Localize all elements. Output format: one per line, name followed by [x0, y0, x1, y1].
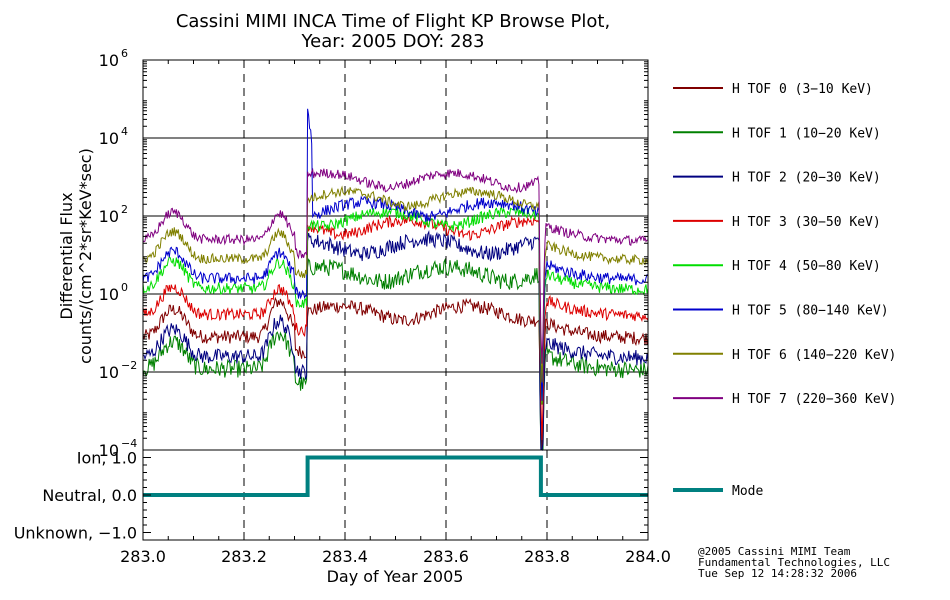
- flux-series-line: [142, 257, 649, 451]
- x-tick-label: 283.0: [120, 547, 166, 566]
- legend: H TOF 0 (3−10 KeV) H TOF 1 (10−20 KeV) H T…: [673, 82, 896, 499]
- flux-series-line: [142, 108, 649, 401]
- x-tick-label: 283.6: [423, 547, 469, 566]
- credit-line-2: Fundamental Technologies, LLC: [698, 556, 890, 569]
- flux-grid: [143, 60, 648, 450]
- flux-y-tick-exponent: 2: [121, 203, 128, 216]
- credit-line-1: @2005 Cassini MIMI Team: [698, 545, 851, 558]
- flux-y-tick-label: 10: [99, 51, 119, 70]
- legend-label: H TOF 0 (3−10 KeV): [732, 82, 873, 97]
- flux-y-tick-exponent: 6: [121, 47, 128, 60]
- mode-panel: Ion, 1.0 Neutral, 0.0 Unknown, −1.0: [14, 449, 649, 543]
- legend-label: H TOF 5 (80−140 KeV): [732, 304, 889, 319]
- legend-label: H TOF 4 (50−80 KeV): [732, 259, 881, 274]
- flux-series-line: [142, 167, 649, 364]
- mode-y-tick-label: Unknown, −1.0: [14, 524, 137, 543]
- flux-series-line: [142, 215, 649, 441]
- x-tick-label: 283.8: [524, 547, 570, 566]
- flux-series-line: [142, 185, 649, 383]
- x-tick-label: 283.4: [322, 547, 368, 566]
- flux-y-tick-exponent: −2: [121, 359, 137, 372]
- legend-label: H TOF 1 (10−20 KeV): [732, 126, 881, 141]
- flux-panel-frame: [142, 59, 649, 451]
- flux-y-tick-label: 10: [99, 129, 119, 148]
- x-axis-label: Day of Year 2005: [327, 567, 464, 586]
- x-tick-label: 284.0: [625, 547, 671, 566]
- x-tick-label: 283.2: [221, 547, 267, 566]
- flux-y-tick-exponent: 0: [121, 281, 128, 294]
- y-axis-label-line1: Differential Flux: [57, 192, 76, 319]
- flux-series-line: [142, 206, 649, 405]
- mode-y-ticks: Ion, 1.0 Neutral, 0.0 Unknown, −1.0: [14, 449, 648, 543]
- legend-label: H TOF 3 (30−50 KeV): [732, 215, 881, 230]
- chart-title: Cassini MIMI INCA Time of Flight KP Brow…: [176, 11, 610, 32]
- mode-y-tick-label: Neutral, 0.0: [42, 486, 137, 505]
- mode-series-line: [143, 455, 648, 497]
- flux-y-tick-label: 10: [99, 363, 119, 382]
- flux-y-tick-label: 10: [99, 207, 119, 226]
- flux-series-line: [142, 229, 649, 451]
- mode-series-group: [143, 455, 648, 497]
- legend-label: H TOF 7 (220−360 KeV): [732, 392, 896, 407]
- flux-series-group: [142, 108, 649, 451]
- legend-label-mode: Mode: [732, 484, 763, 499]
- chart-subtitle: Year: 2005 DOY: 283: [301, 31, 485, 52]
- credit-line-3: Tue Sep 12 14:28:32 2006: [698, 567, 857, 580]
- mode-y-tick-label: Ion, 1.0: [77, 449, 137, 468]
- flux-series-line: [142, 296, 649, 451]
- x-axis-ticks: 283.0 283.2 283.4 283.6 283.8 284.0: [120, 60, 671, 566]
- flux-y-tick-exponent: 4: [121, 125, 128, 138]
- legend-label: H TOF 6 (140−220 KeV): [732, 348, 896, 363]
- y-axis-label-line2: counts/(cm^2*sr*KeV*sec): [76, 148, 95, 364]
- flux-y-tick-label: 10: [99, 285, 119, 304]
- flux-y-tick-exponent: −4: [121, 437, 137, 450]
- flux-y-tick-label: 10: [99, 441, 119, 460]
- legend-label: H TOF 2 (20−30 KeV): [732, 171, 881, 186]
